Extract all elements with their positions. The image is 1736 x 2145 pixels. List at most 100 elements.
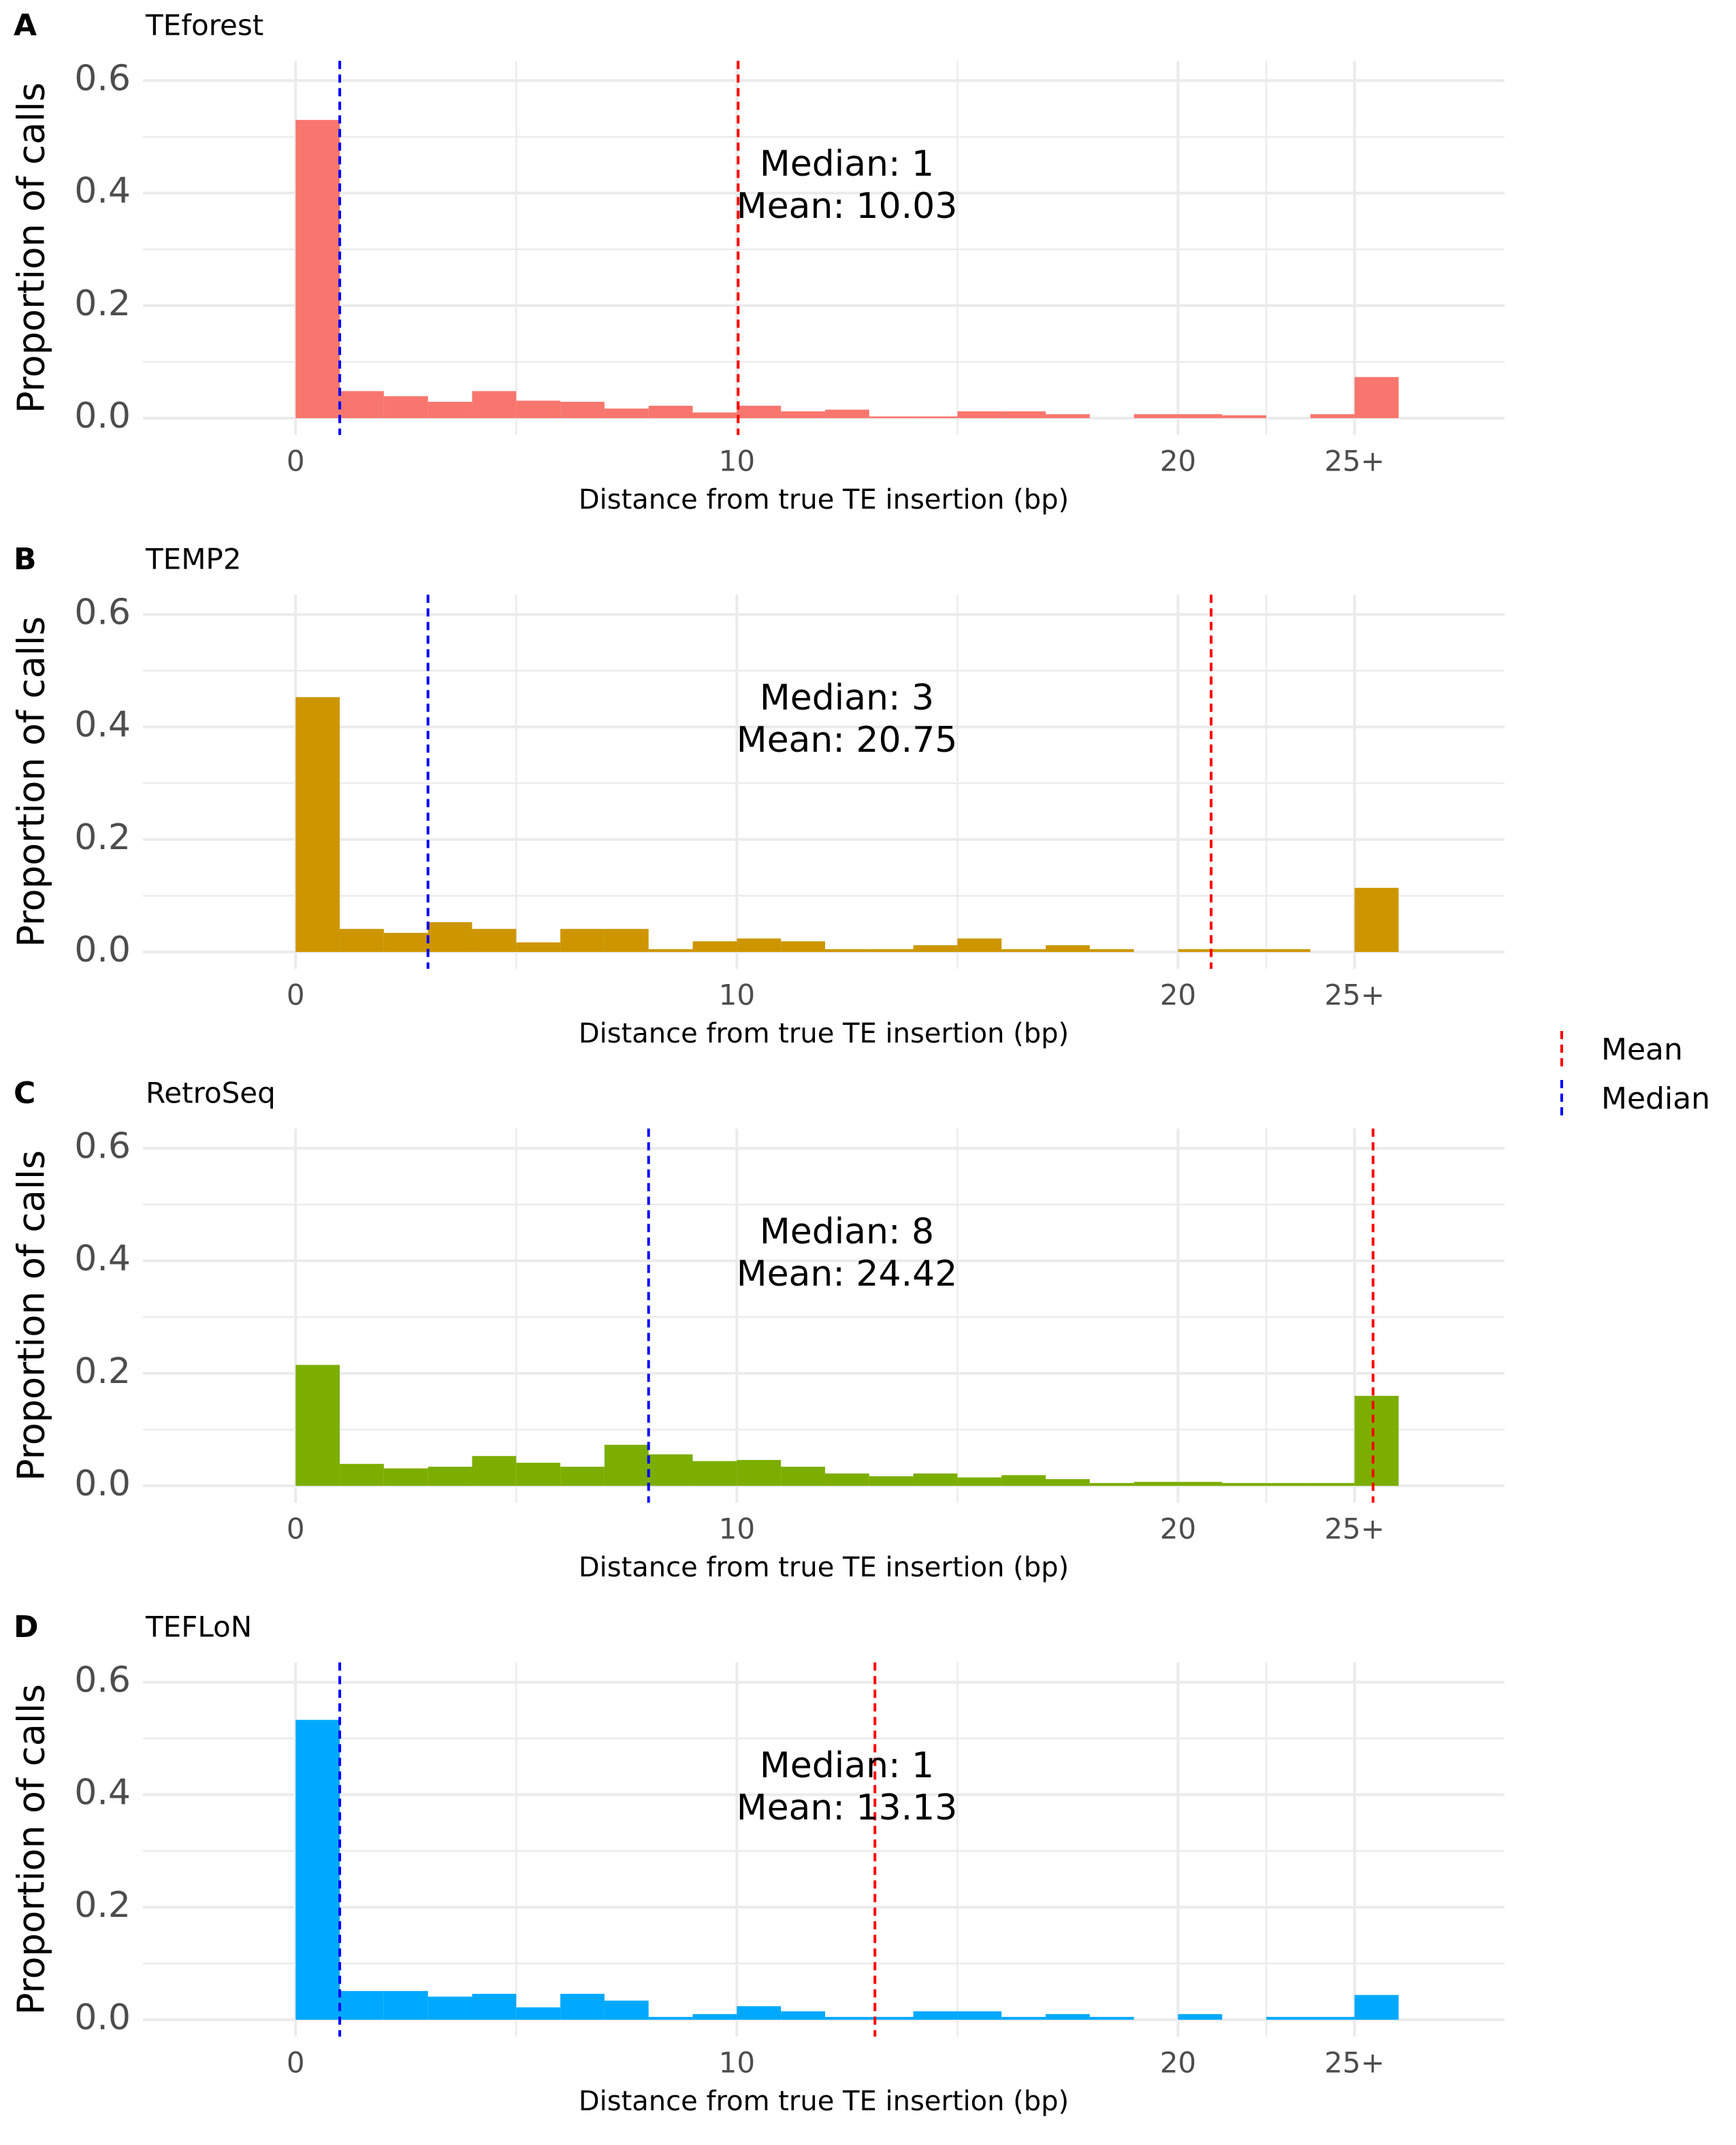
annotation: Median: 8 xyxy=(760,1211,934,1252)
x-axis-label: Distance from true TE insertion (bp) xyxy=(579,1552,1069,1583)
bar xyxy=(472,1994,517,2020)
x-tick-label: 0 xyxy=(287,445,305,478)
bar xyxy=(957,2011,1002,2020)
panel-letter: A xyxy=(14,8,37,43)
bar xyxy=(1222,949,1267,953)
x-tick-label: 10 xyxy=(719,1512,755,1546)
bar xyxy=(781,411,825,419)
y-tick-label: 0.4 xyxy=(74,1773,131,1813)
y-tick-label: 0.2 xyxy=(74,1885,131,1926)
x-axis-label: Distance from true TE insertion (bp) xyxy=(579,484,1069,515)
bar xyxy=(1001,411,1046,419)
x-tick-label: 25+ xyxy=(1324,445,1385,478)
bar xyxy=(560,402,605,419)
bar xyxy=(383,396,428,419)
bar xyxy=(1178,1482,1223,1487)
x-tick-label: 20 xyxy=(1160,2046,1196,2080)
bar xyxy=(913,1473,958,1487)
bar xyxy=(383,1990,428,2020)
y-tick-label: 0.4 xyxy=(74,171,131,212)
bar xyxy=(1266,2016,1311,2020)
panel-title: TEFLoN xyxy=(145,1610,252,1644)
bar xyxy=(781,2011,825,2020)
panel-title: TEforest xyxy=(145,9,263,42)
bar xyxy=(957,1477,1002,1487)
bar xyxy=(428,1997,472,2020)
y-tick-label: 0.2 xyxy=(74,283,131,324)
bar xyxy=(648,949,693,953)
bar xyxy=(869,2016,914,2020)
panel-letter: C xyxy=(14,1076,35,1111)
bar xyxy=(516,942,561,953)
bar xyxy=(340,391,384,419)
bar xyxy=(737,938,782,953)
bar xyxy=(737,2006,782,2020)
bar xyxy=(1310,1482,1355,1487)
bar xyxy=(869,416,914,419)
y-tick-label: 0.2 xyxy=(74,1351,131,1392)
bar xyxy=(869,1476,914,1487)
annotation: Median: 1 xyxy=(760,1745,934,1786)
bar xyxy=(692,1461,737,1487)
bar xyxy=(428,402,472,419)
bar xyxy=(737,405,782,419)
bar xyxy=(781,941,825,953)
x-tick-label: 25+ xyxy=(1324,1512,1385,1546)
bar xyxy=(295,120,340,419)
bar xyxy=(1045,945,1090,953)
panel-title: TEMP2 xyxy=(145,543,241,576)
bar xyxy=(340,929,384,953)
bar xyxy=(913,2011,958,2020)
annotation: Median: 1 xyxy=(760,144,934,185)
bar xyxy=(1045,1479,1090,1487)
x-tick-label: 0 xyxy=(287,2046,305,2080)
x-tick-label: 10 xyxy=(719,445,755,478)
bar xyxy=(516,2007,561,2020)
bar xyxy=(1178,414,1223,419)
bar xyxy=(1354,1995,1399,2020)
bar xyxy=(295,1365,340,1487)
bar xyxy=(824,949,869,953)
bar xyxy=(1354,1395,1399,1487)
bar xyxy=(428,922,472,953)
panel-letter: B xyxy=(14,542,37,577)
y-tick-label: 0.4 xyxy=(74,705,131,746)
bar xyxy=(1001,2016,1046,2020)
bar xyxy=(472,929,517,953)
y-tick-label: 0.6 xyxy=(74,58,131,99)
bar xyxy=(1134,414,1178,419)
bar xyxy=(383,1468,428,1487)
y-axis-label: Proportion of calls xyxy=(10,1150,53,1481)
bar xyxy=(604,1444,649,1487)
bar xyxy=(692,2014,737,2020)
y-tick-label: 0.0 xyxy=(74,930,131,970)
x-tick-label: 20 xyxy=(1160,1512,1196,1546)
x-axis-label: Distance from true TE insertion (bp) xyxy=(579,1018,1069,1049)
x-tick-label: 25+ xyxy=(1324,2046,1385,2080)
bar xyxy=(1001,1475,1046,1487)
bar xyxy=(913,416,958,419)
legend-label: Median xyxy=(1601,1081,1710,1116)
y-tick-label: 0.0 xyxy=(74,1463,131,1504)
bar xyxy=(1354,377,1399,419)
bar xyxy=(383,932,428,953)
bar xyxy=(737,1460,782,1487)
bar xyxy=(648,2016,693,2020)
bar xyxy=(913,945,958,953)
bar xyxy=(560,929,605,953)
bar xyxy=(1310,414,1355,419)
annotation: Mean: 24.42 xyxy=(737,1254,958,1294)
y-tick-label: 0.2 xyxy=(74,817,131,858)
x-axis-label: Distance from true TE insertion (bp) xyxy=(579,2086,1069,2117)
bar xyxy=(692,941,737,953)
bar xyxy=(560,1994,605,2020)
x-tick-label: 0 xyxy=(287,1512,305,1546)
bar xyxy=(1178,949,1223,953)
bar xyxy=(340,1463,384,1487)
annotation: Mean: 10.03 xyxy=(737,186,958,227)
bar xyxy=(648,1454,693,1487)
y-axis-label: Proportion of calls xyxy=(10,1684,53,2015)
bar xyxy=(604,929,649,953)
